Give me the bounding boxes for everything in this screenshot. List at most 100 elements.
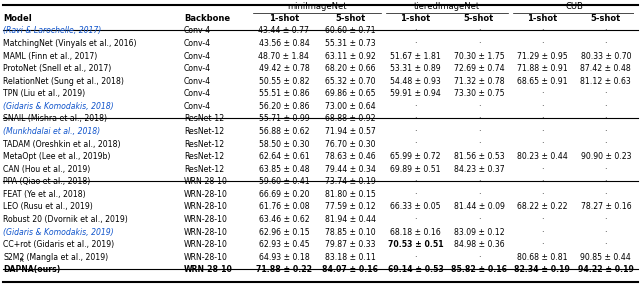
Text: ·: ·: [477, 190, 480, 199]
Text: 43.56 ± 0.84: 43.56 ± 0.84: [259, 39, 309, 48]
Text: ·: ·: [414, 127, 417, 136]
Text: ·: ·: [477, 140, 480, 149]
Text: MAML (Finn et al., 2017): MAML (Finn et al., 2017): [3, 52, 97, 61]
Text: 68.18 ± 0.16: 68.18 ± 0.16: [390, 228, 441, 237]
Text: 5-shot: 5-shot: [591, 14, 621, 24]
Text: miniImageNet: miniImageNet: [287, 2, 347, 11]
Text: WRN-28-10: WRN-28-10: [184, 190, 228, 199]
Text: ·: ·: [541, 89, 543, 98]
Text: 63.85 ± 0.48: 63.85 ± 0.48: [259, 165, 309, 174]
Text: ·: ·: [605, 165, 607, 174]
Text: 55.51 ± 0.86: 55.51 ± 0.86: [259, 89, 309, 98]
Text: S2M2: S2M2: [3, 253, 24, 262]
Text: 69.89 ± 0.51: 69.89 ± 0.51: [390, 165, 441, 174]
Text: MatchingNet (Vinyals et al., 2016): MatchingNet (Vinyals et al., 2016): [3, 39, 137, 48]
Text: 81.56 ± 0.53: 81.56 ± 0.53: [454, 152, 504, 161]
Text: 80.68 ± 0.81: 80.68 ± 0.81: [517, 253, 568, 262]
Text: WRN-28-10: WRN-28-10: [184, 228, 228, 237]
Text: 87.42 ± 0.48: 87.42 ± 0.48: [580, 64, 631, 73]
Text: TPN (Liu et al., 2019): TPN (Liu et al., 2019): [3, 89, 85, 98]
Text: 68.88 ± 0.92: 68.88 ± 0.92: [325, 114, 376, 124]
Text: 66.33 ± 0.05: 66.33 ± 0.05: [390, 203, 441, 211]
Text: Model: Model: [3, 14, 32, 24]
Text: MetaOpt (Lee et al., 2019b): MetaOpt (Lee et al., 2019b): [3, 152, 111, 161]
Text: WRN-28-10: WRN-28-10: [184, 253, 228, 262]
Text: PPA (Qiao et al., 2018): PPA (Qiao et al., 2018): [3, 177, 90, 186]
Text: 71.94 ± 0.57: 71.94 ± 0.57: [325, 127, 376, 136]
Text: Robust 20 (Dvornik et al., 2019): Robust 20 (Dvornik et al., 2019): [3, 215, 128, 224]
Text: 78.85 ± 0.10: 78.85 ± 0.10: [325, 228, 376, 237]
Text: 5-shot: 5-shot: [335, 14, 365, 24]
Text: ·: ·: [477, 26, 480, 35]
Text: Conv-4: Conv-4: [184, 52, 211, 61]
Text: 65.32 ± 0.70: 65.32 ± 0.70: [325, 77, 376, 86]
Text: ResNet-12: ResNet-12: [184, 140, 224, 149]
Text: ·: ·: [541, 215, 543, 224]
Text: 81.12 ± 0.63: 81.12 ± 0.63: [580, 77, 631, 86]
Text: WRN-28-10: WRN-28-10: [184, 240, 228, 249]
Text: WRN-28-10: WRN-28-10: [184, 203, 228, 211]
Text: 48.70 ± 1.84: 48.70 ± 1.84: [259, 52, 309, 61]
Text: ·: ·: [541, 190, 543, 199]
Text: 61.76 ± 0.08: 61.76 ± 0.08: [259, 203, 309, 211]
Text: 56.20 ± 0.86: 56.20 ± 0.86: [259, 102, 309, 111]
Text: ·: ·: [414, 26, 417, 35]
Text: ·: ·: [414, 177, 417, 186]
Text: 80.23 ± 0.44: 80.23 ± 0.44: [517, 152, 568, 161]
Text: ·: ·: [605, 102, 607, 111]
Text: 78.63 ± 0.46: 78.63 ± 0.46: [325, 152, 376, 161]
Text: Conv-4: Conv-4: [184, 26, 211, 35]
Text: 80.33 ± 0.70: 80.33 ± 0.70: [580, 52, 631, 61]
Text: ·: ·: [414, 140, 417, 149]
Text: ·: ·: [477, 177, 480, 186]
Text: 90.85 ± 0.44: 90.85 ± 0.44: [580, 253, 631, 262]
Text: 68.20 ± 0.66: 68.20 ± 0.66: [325, 64, 376, 73]
Text: 71.32 ± 0.78: 71.32 ± 0.78: [454, 77, 504, 86]
Text: WRN-28-10: WRN-28-10: [184, 177, 228, 186]
Text: Conv-4: Conv-4: [184, 77, 211, 86]
Text: 56.88 ± 0.62: 56.88 ± 0.62: [259, 127, 309, 136]
Text: ·: ·: [541, 240, 543, 249]
Text: ·: ·: [605, 26, 607, 35]
Text: 73.00 ± 0.64: 73.00 ± 0.64: [325, 102, 376, 111]
Text: ·: ·: [605, 190, 607, 199]
Text: 71.88 ± 0.91: 71.88 ± 0.91: [517, 64, 568, 73]
Text: 83.09 ± 0.12: 83.09 ± 0.12: [454, 228, 504, 237]
Text: ·: ·: [541, 26, 543, 35]
Text: 53.31 ± 0.89: 53.31 ± 0.89: [390, 64, 441, 73]
Text: (Gidaris & Komodakis, 2018): (Gidaris & Komodakis, 2018): [3, 102, 114, 111]
Text: 72.69 ± 0.74: 72.69 ± 0.74: [454, 64, 504, 73]
Text: tieredImageNet: tieredImageNet: [414, 2, 480, 11]
Text: 55.31 ± 0.73: 55.31 ± 0.73: [325, 39, 376, 48]
Text: ResNet-12: ResNet-12: [184, 152, 224, 161]
Text: ResNet-12: ResNet-12: [184, 114, 224, 124]
Text: TADAM (Oreshkin et al., 2018): TADAM (Oreshkin et al., 2018): [3, 140, 121, 149]
Text: 49.42 ± 0.78: 49.42 ± 0.78: [259, 64, 309, 73]
Text: Conv-4: Conv-4: [184, 89, 211, 98]
Text: 79.87 ± 0.33: 79.87 ± 0.33: [325, 240, 376, 249]
Text: RelationNet (Sung et al., 2018): RelationNet (Sung et al., 2018): [3, 77, 124, 86]
Text: 50.55 ± 0.82: 50.55 ± 0.82: [259, 77, 309, 86]
Text: WRN-28-10: WRN-28-10: [184, 265, 233, 275]
Text: 71.88 ± 0.22: 71.88 ± 0.22: [256, 265, 312, 275]
Text: 84.98 ± 0.36: 84.98 ± 0.36: [454, 240, 504, 249]
Text: (Mangla et al., 2019): (Mangla et al., 2019): [24, 253, 108, 262]
Text: 68.22 ± 0.22: 68.22 ± 0.22: [517, 203, 568, 211]
Text: 62.93 ± 0.45: 62.93 ± 0.45: [259, 240, 309, 249]
Text: 54.48 ± 0.93: 54.48 ± 0.93: [390, 77, 441, 86]
Text: 5-shot: 5-shot: [464, 14, 494, 24]
Text: 66.69 ± 0.20: 66.69 ± 0.20: [259, 190, 309, 199]
Text: Backbone: Backbone: [184, 14, 230, 24]
Text: ·: ·: [605, 89, 607, 98]
Text: 63.46 ± 0.62: 63.46 ± 0.62: [259, 215, 309, 224]
Text: 71.29 ± 0.95: 71.29 ± 0.95: [517, 52, 568, 61]
Text: 63.11 ± 0.92: 63.11 ± 0.92: [325, 52, 376, 61]
Text: ·: ·: [414, 253, 417, 262]
Text: ·: ·: [477, 127, 480, 136]
Text: 1-shot: 1-shot: [527, 14, 557, 24]
Text: ·: ·: [605, 228, 607, 237]
Text: 70.53 ± 0.51: 70.53 ± 0.51: [388, 240, 444, 249]
Text: ·: ·: [605, 215, 607, 224]
Text: FEAT (Ye et al., 2018): FEAT (Ye et al., 2018): [3, 190, 86, 199]
Text: 62.64 ± 0.61: 62.64 ± 0.61: [259, 152, 309, 161]
